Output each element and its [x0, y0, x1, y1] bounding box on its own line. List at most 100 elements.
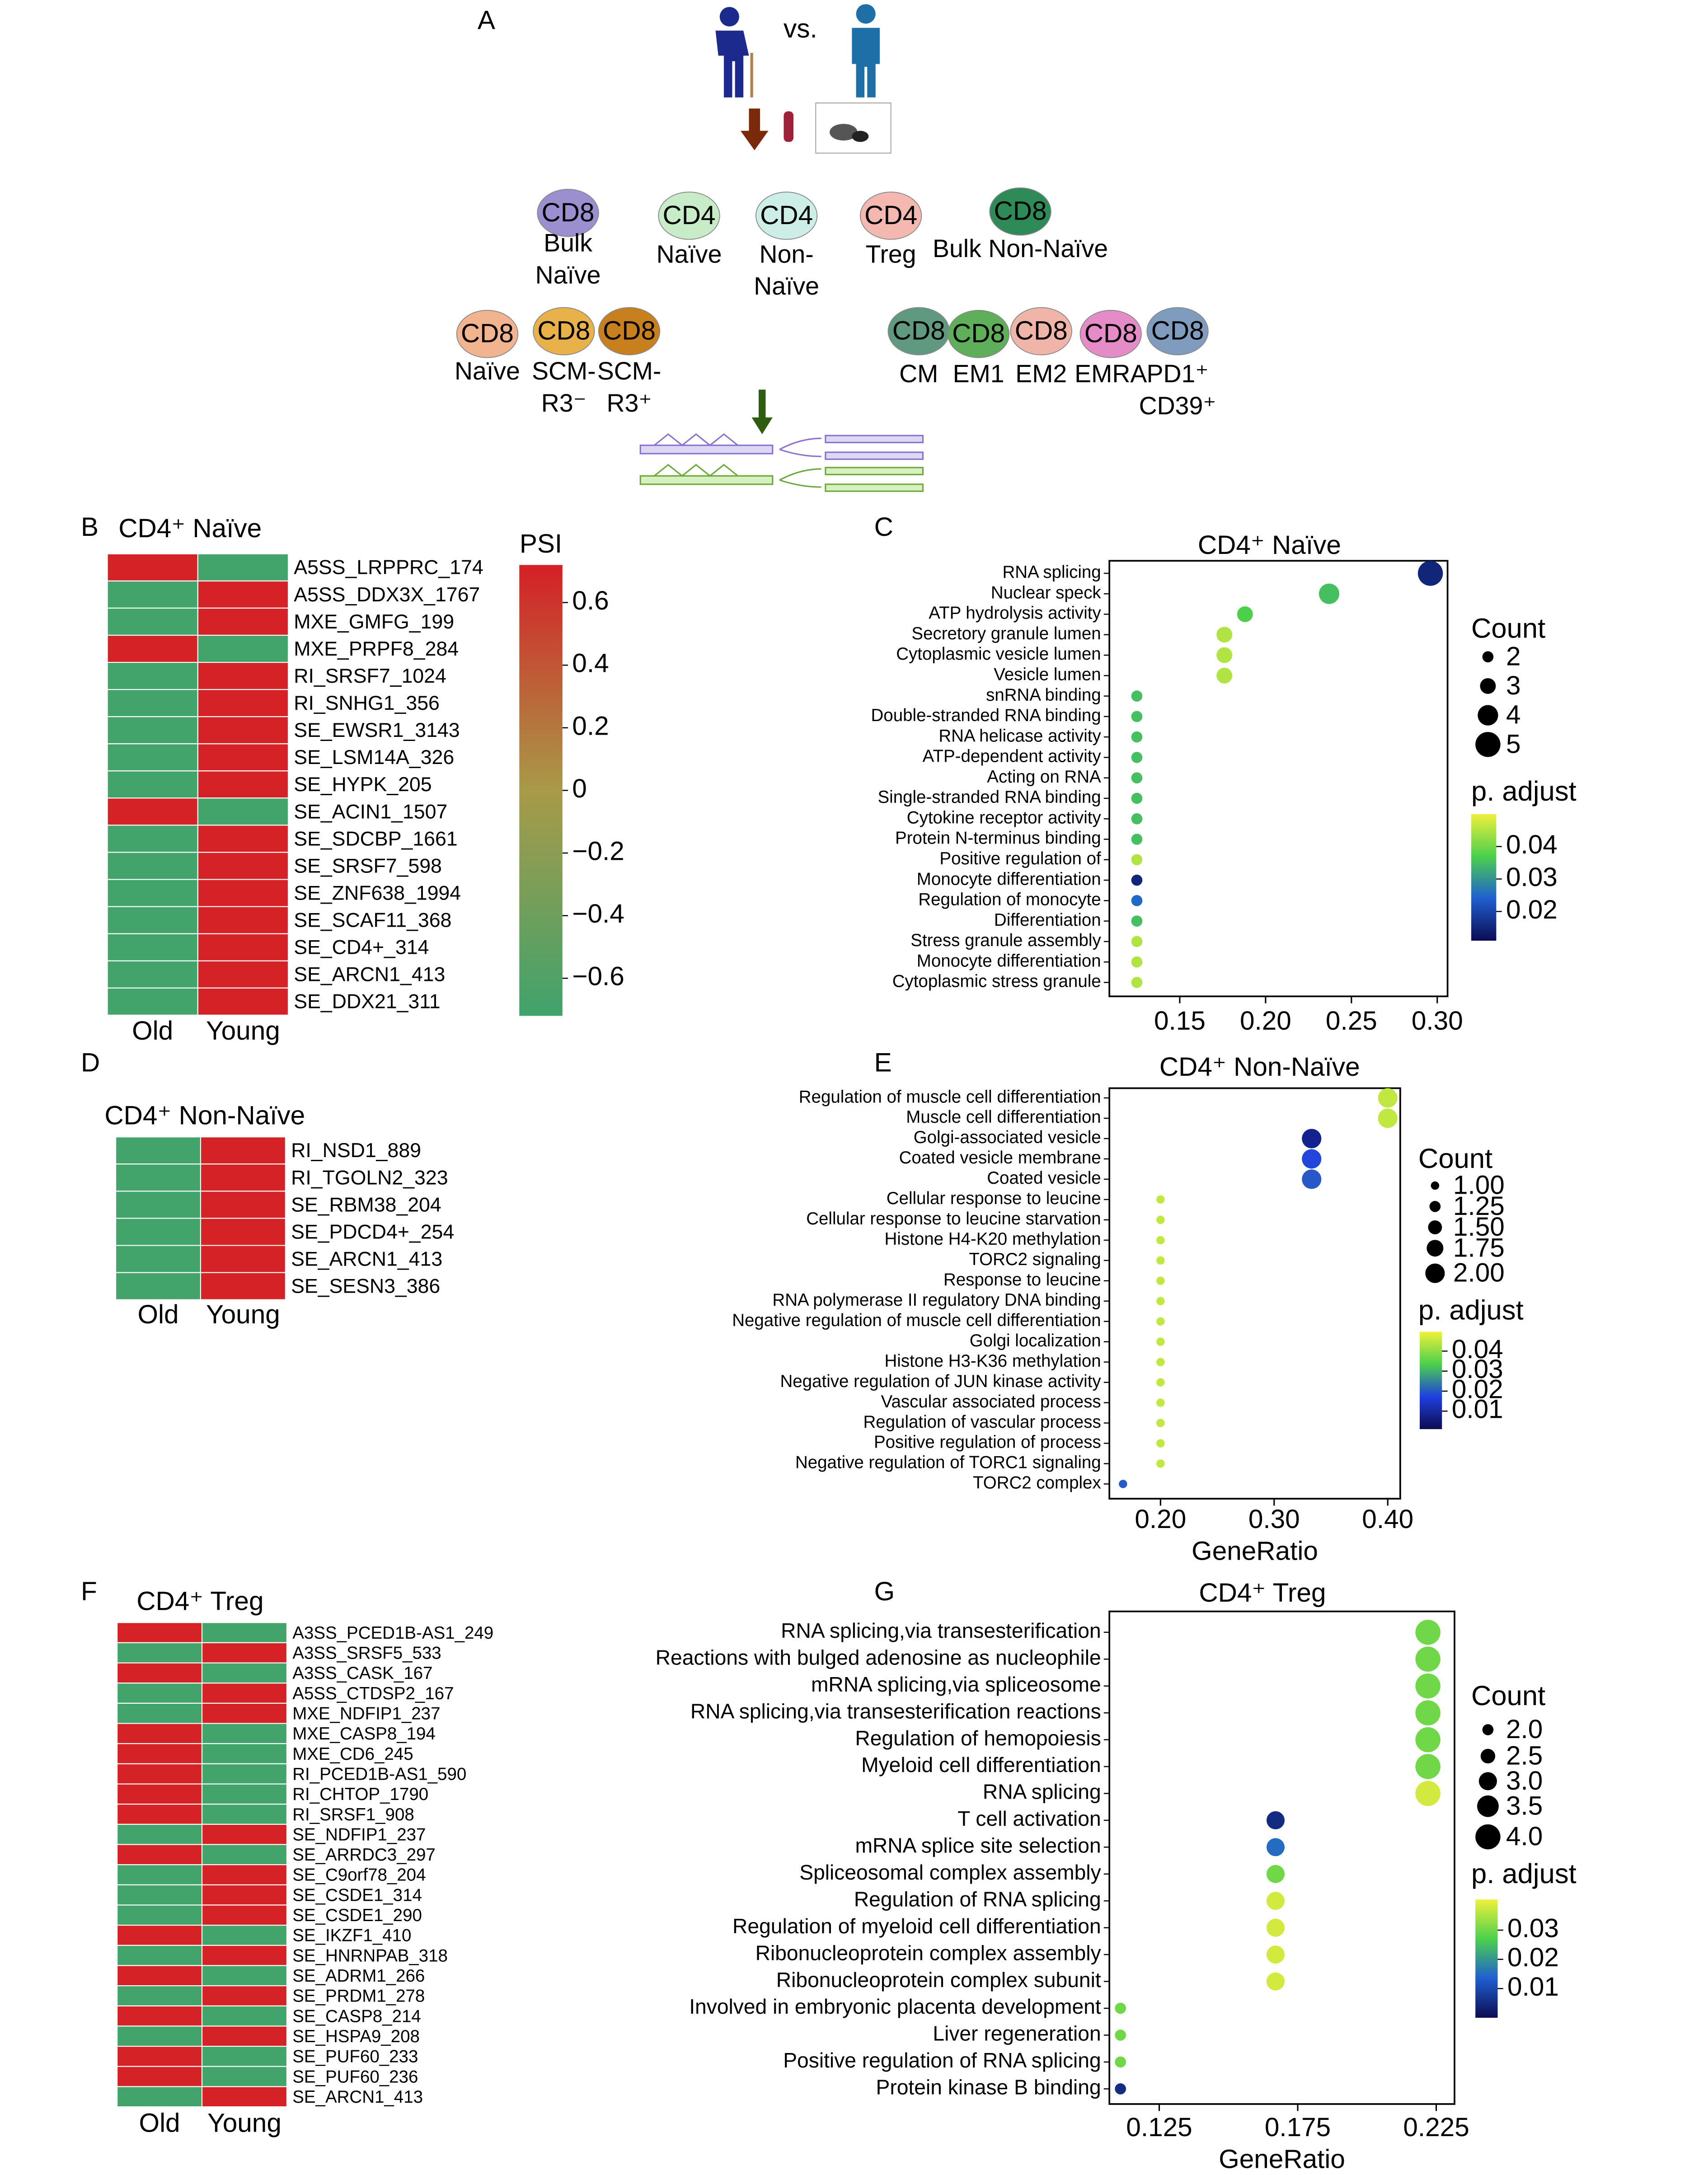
cell-label: Bulk Non-Naïve — [933, 234, 1108, 262]
heatmap-cell — [107, 825, 198, 853]
heatmap-cell — [117, 2005, 203, 2027]
plot-title: CD4⁺ Treg — [1199, 1578, 1326, 1608]
term-label: Negative regulation of TORC1 signaling — [795, 1453, 1101, 1472]
term-label: Double-stranded RNA binding — [871, 706, 1101, 725]
dot — [1216, 647, 1233, 663]
heatmap-cell — [201, 2025, 287, 2047]
cell-label: PD1⁺ — [1147, 360, 1209, 388]
heatmap-cell — [201, 1925, 287, 1946]
color-legend-title: p. adjust — [1471, 776, 1577, 807]
heatmap-cell — [107, 879, 198, 907]
dot — [1266, 1892, 1285, 1910]
dot — [1156, 1195, 1165, 1204]
cell-label: CD39⁺ — [1139, 392, 1216, 420]
cell-icon — [1010, 307, 1072, 356]
cell-label: R3⁺ — [607, 389, 652, 417]
row-label: SE_HYPK_205 — [294, 773, 432, 796]
row-label: SE_SRSF7_598 — [294, 855, 442, 877]
row-label: RI_PCED1B-AS1_590 — [292, 1764, 466, 1784]
term-label: Regulation of vascular process — [863, 1412, 1101, 1432]
size-legend-dot — [1475, 732, 1501, 757]
heatmap-cell — [197, 770, 289, 799]
term-label: Positive regulation of RNA splicing — [783, 2048, 1101, 2072]
dot — [1131, 977, 1143, 988]
plot-title: CD4⁺ Naïve — [1198, 530, 1341, 560]
row-label: A3SS_CASK_167 — [292, 1664, 432, 1683]
row-label: SE_CSDE1_314 — [292, 1885, 422, 1905]
dot — [1131, 915, 1143, 927]
x-tick-label: 0.25 — [1326, 1006, 1377, 1036]
colorbar — [1471, 814, 1497, 941]
heatmap-cell — [117, 1904, 203, 1926]
cell-marker: CD8 — [892, 316, 945, 346]
term-label: Single-stranded RNA binding — [877, 788, 1101, 807]
heatmap-cell — [117, 2046, 203, 2067]
heatmap-cell — [107, 607, 198, 636]
heatmap-cell — [117, 1864, 203, 1885]
dot — [1266, 1838, 1285, 1856]
heatmap-cell — [107, 580, 198, 609]
heatmap-cell — [117, 1783, 203, 1805]
dot — [1266, 1972, 1285, 1991]
heatmap-cell — [107, 960, 198, 989]
term-label: Response to leucine — [943, 1270, 1101, 1289]
splicing-diagram — [639, 433, 924, 492]
color-legend-title: p. adjust — [1418, 1295, 1524, 1326]
dot — [1156, 1358, 1165, 1366]
dot — [1131, 874, 1143, 886]
row-label: SE_PDCD4+_254 — [291, 1221, 454, 1243]
term-label: Secretory granule lumen — [911, 624, 1101, 643]
cell-icon — [1146, 307, 1209, 356]
term-label: Negative regulation of JUN kinase activi… — [780, 1372, 1102, 1391]
dot — [1115, 2083, 1126, 2095]
dot — [1266, 1865, 1285, 1883]
size-legend-label: 2.5 — [1506, 1741, 1543, 1770]
x-tick-label: 0.40 — [1362, 1505, 1413, 1534]
row-label: SE_ARCN1_413 — [291, 1248, 442, 1270]
row-label: SE_DDX21_311 — [294, 991, 440, 1013]
colorbar-tick-label: 0.04 — [1506, 830, 1558, 859]
cell-marker: CD4 — [864, 201, 917, 230]
heatmap-cell — [201, 2086, 287, 2108]
dot — [1237, 606, 1253, 622]
cell-icon — [456, 309, 519, 358]
heatmap-cell — [107, 852, 198, 880]
row-label: SE_NDFIP1_237 — [292, 1825, 426, 1844]
cell-marker: CD8 — [1084, 319, 1137, 348]
dot — [1131, 772, 1143, 784]
heatmap-cell — [200, 1218, 286, 1246]
heatmap-cell — [197, 580, 289, 609]
heatmap-cell — [115, 1191, 202, 1219]
dot — [1415, 1754, 1441, 1779]
cell-label: EMRA — [1075, 360, 1147, 388]
panel-label: A — [478, 6, 495, 35]
row-label: RI_SRSF7_1024 — [294, 665, 446, 687]
term-label: Cellular response to leucine — [887, 1189, 1101, 1208]
term-label: Liver regeneration — [933, 2022, 1101, 2045]
panel-label: E — [874, 1048, 892, 1078]
dot — [1115, 2002, 1126, 2014]
term-label: Ribonucleoprotein complex subunit — [776, 1968, 1101, 1992]
heatmap-cell — [201, 2005, 287, 2027]
dot — [1417, 561, 1443, 586]
size-legend-title: Count — [1418, 1143, 1492, 1174]
heatmap-cell — [197, 906, 289, 934]
colorbar — [519, 565, 563, 1016]
term-label: Positive regulation of — [939, 849, 1101, 868]
panel-label: G — [874, 1577, 895, 1606]
heatmap-cell — [197, 987, 289, 1016]
heatmap-title: CD4⁺ Naïve — [118, 514, 262, 543]
size-legend-label: 4 — [1506, 700, 1521, 730]
heatmap-cell — [117, 2066, 203, 2087]
colorbar-tick-label: 0.4 — [572, 649, 609, 678]
term-label: mRNA splicing,via spliceosome — [811, 1673, 1101, 1696]
size-legend-dot — [1480, 1748, 1496, 1764]
size-legend-label: 3 — [1506, 671, 1521, 700]
heatmap-cell — [201, 1622, 287, 1643]
row-label: SE_PUF60_233 — [292, 2047, 418, 2067]
heatmap-cell — [107, 743, 198, 772]
heatmap-cell — [107, 661, 198, 690]
dot — [1131, 711, 1143, 722]
term-label: Coated vesicle — [987, 1168, 1101, 1188]
heatmap-title: CD4⁺ Treg — [136, 1587, 263, 1616]
